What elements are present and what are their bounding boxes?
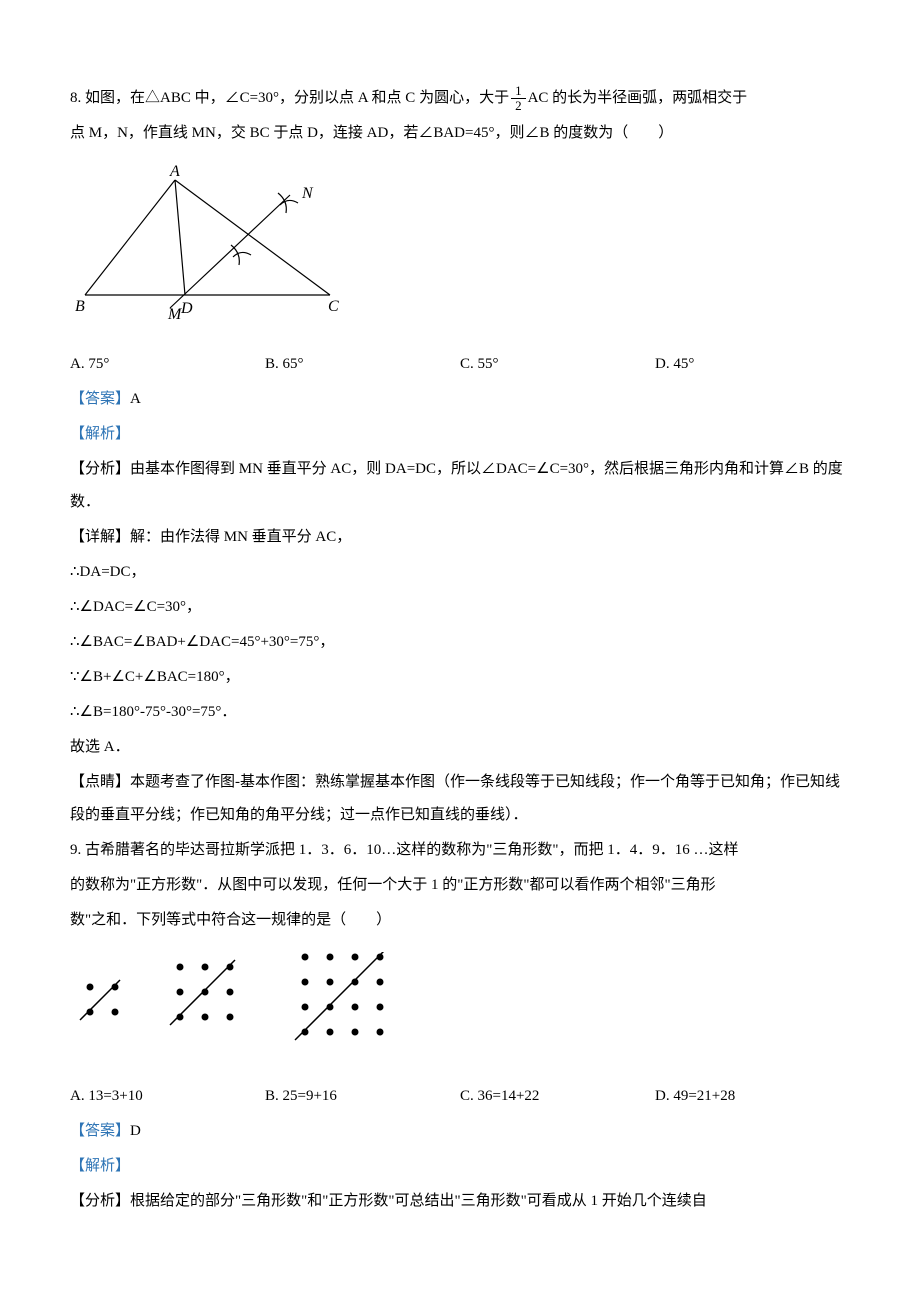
q8-analysis-label: 【解析】 xyxy=(70,418,850,451)
q9-text-line3: 数"之和．下列等式中符合这一规律的是（ ） xyxy=(70,904,850,937)
answer-value: D xyxy=(130,1123,141,1139)
q8-text-line1: 8. 如图，在△ABC 中，∠C=30°，分别以点 A 和点 C 为圆心，大于1… xyxy=(70,82,850,115)
q8-fraction: 12 xyxy=(511,84,526,114)
q9-option-d[interactable]: D. 49=21+28 xyxy=(655,1080,850,1113)
label-B: B xyxy=(75,298,85,315)
q9-option-c[interactable]: C. 36=14+22 xyxy=(460,1080,655,1113)
detail-line1: 解：由作法得 MN 垂直平分 AC， xyxy=(130,529,351,545)
question-9: 9. 古希腊著名的毕达哥拉斯学派把 1．3．6．10…这样的数称为"三角形数"，… xyxy=(70,834,850,1218)
q9-figure xyxy=(70,952,850,1065)
question-8: 8. 如图，在△ABC 中，∠C=30°，分别以点 A 和点 C 为圆心，大于1… xyxy=(70,82,850,832)
q8-analysis: 【分析】由基本作图得到 MN 垂直平分 AC，则 DA=DC，所以∠DAC=∠C… xyxy=(70,453,850,519)
q9-content-line1: 古希腊著名的毕达哥拉斯学派把 1．3．6．10…这样的数称为"三角形数"，而把 … xyxy=(85,842,739,858)
q8-detail-line2: ∴DA=DC， xyxy=(70,556,850,589)
q8-option-b[interactable]: B. 65° xyxy=(265,348,460,381)
answer-value: A xyxy=(130,391,141,407)
q8-text-part2: AC 的长为半径画弧，两弧相交于 xyxy=(528,90,748,106)
q9-analysis: 【分析】根据给定的部分"三角形数"和"正方形数"可总结出"三角形数"可看成从 1… xyxy=(70,1185,850,1218)
q9-option-a[interactable]: A. 13=3+10 xyxy=(70,1080,265,1113)
q9-options: A. 13=3+10 B. 25=9+16 C. 36=14+22 D. 49=… xyxy=(70,1080,850,1113)
q8-option-d[interactable]: D. 45° xyxy=(655,348,850,381)
dots-diagram xyxy=(70,952,470,1052)
label-M: M xyxy=(167,306,183,320)
summary-prefix: 【点睛】 xyxy=(70,774,130,790)
detail-prefix: 【详解】 xyxy=(70,529,130,545)
label-A: A xyxy=(169,165,180,180)
label-N: N xyxy=(301,185,314,202)
q8-detail-line4: ∴∠BAC=∠BAD+∠DAC=45°+30°=75°， xyxy=(70,626,850,659)
summary-content: 本题考查了作图-基本作图：熟练掌握基本作图（作一条线段等于已知线段；作一个角等于… xyxy=(70,774,840,823)
q8-figure: A B C D M N xyxy=(70,165,850,333)
q8-number: 8. xyxy=(70,90,85,106)
q8-detail-start: 【详解】解：由作法得 MN 垂直平分 AC， xyxy=(70,521,850,554)
q8-detail-line6: ∴∠B=180°-75°-30°=75°． xyxy=(70,696,850,729)
answer-label: 【答案】 xyxy=(70,1123,130,1139)
q8-detail-line7: 故选 A． xyxy=(70,731,850,764)
q8-answer-line: 【答案】A xyxy=(70,383,850,416)
q8-detail-line5: ∵∠B+∠C+∠BAC=180°， xyxy=(70,661,850,694)
q8-text-part1: 如图，在△ABC 中，∠C=30°，分别以点 A 和点 C 为圆心，大于 xyxy=(85,90,509,106)
analysis-content: 由基本作图得到 MN 垂直平分 AC，则 DA=DC，所以∠DAC=∠C=30°… xyxy=(70,461,843,510)
q8-summary: 【点睛】本题考查了作图-基本作图：熟练掌握基本作图（作一条线段等于已知线段；作一… xyxy=(70,766,850,832)
label-D: D xyxy=(180,300,193,317)
q8-option-a[interactable]: A. 75° xyxy=(70,348,265,381)
analysis-prefix: 【分析】 xyxy=(70,1193,130,1209)
q8-option-c[interactable]: C. 55° xyxy=(460,348,655,381)
q9-analysis-label: 【解析】 xyxy=(70,1150,850,1183)
analysis-content: 根据给定的部分"三角形数"和"正方形数"可总结出"三角形数"可看成从 1 开始几… xyxy=(130,1193,707,1209)
q9-number: 9. xyxy=(70,842,85,858)
q8-options: A. 75° B. 65° C. 55° D. 45° xyxy=(70,348,850,381)
answer-label: 【答案】 xyxy=(70,391,130,407)
q9-text-line2: 的数称为"正方形数"．从图中可以发现，任何一个大于 1 的"正方形数"都可以看作… xyxy=(70,869,850,902)
q9-answer-line: 【答案】D xyxy=(70,1115,850,1148)
frac-denominator: 2 xyxy=(511,99,526,113)
q9-text-line1: 9. 古希腊著名的毕达哥拉斯学派把 1．3．6．10…这样的数称为"三角形数"，… xyxy=(70,834,850,867)
triangle-diagram: A B C D M N xyxy=(70,165,365,320)
q8-detail-line3: ∴∠DAC=∠C=30°， xyxy=(70,591,850,624)
q8-text-line2: 点 M，N，作直线 MN，交 BC 于点 D，连接 AD，若∠BAD=45°，则… xyxy=(70,117,850,150)
frac-numerator: 1 xyxy=(511,84,526,99)
analysis-prefix: 【分析】 xyxy=(70,461,130,477)
label-C: C xyxy=(328,298,339,315)
q9-option-b[interactable]: B. 25=9+16 xyxy=(265,1080,460,1113)
